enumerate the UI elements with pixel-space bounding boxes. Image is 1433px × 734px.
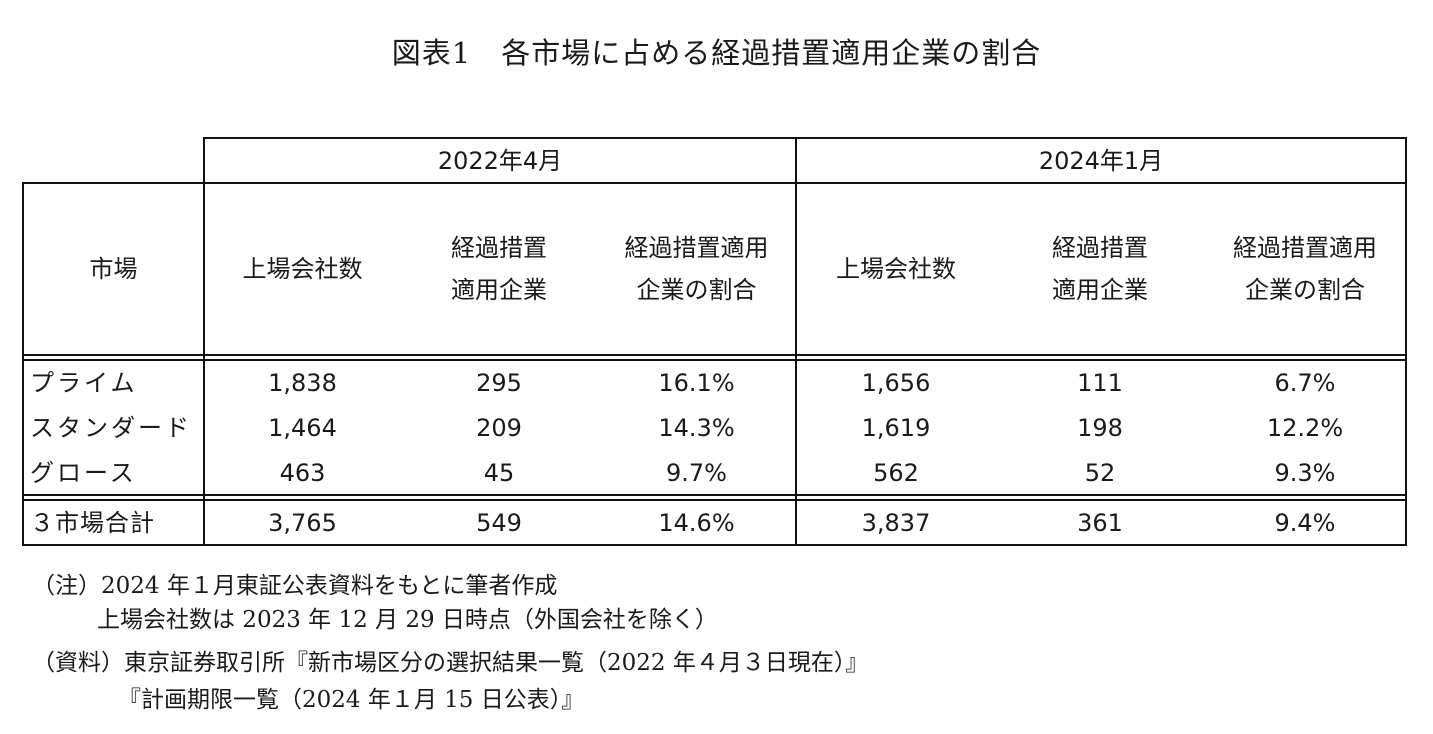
value-cell-transitional-2022: 295	[476, 369, 522, 397]
table-border-header-2	[22, 359, 1407, 361]
source-1: （資料）東京証券取引所『新市場区分の選択結果一覧（2022 年４月３日現在）』	[32, 650, 869, 676]
header-market: 市場	[89, 255, 138, 283]
figure-title: 図表1 各市場に占める経過措置適用企業の割合	[391, 36, 1042, 70]
note-2: 上場会社数は 2023 年 12 月 29 日時点（外国会社を除く）	[97, 607, 718, 633]
value-cell-ratio-2024: 12.2%	[1266, 414, 1344, 442]
table-border-period	[22, 182, 1407, 184]
value-cell-transitional-2024: 111	[1077, 369, 1123, 397]
market-cell: プライム	[30, 369, 138, 397]
value-cell-listed-2024: 1,656	[861, 369, 931, 397]
value-cell-listed-2024: 1,619	[861, 414, 931, 442]
table-border-right	[1405, 137, 1407, 546]
value-cell-ratio-2024: 9.3%	[1274, 459, 1336, 487]
note-1: （注）2024 年１月東証公表資料をもとに筆者作成	[32, 573, 558, 599]
value-cell-listed-2022: 1,464	[268, 414, 337, 442]
value-cell-transitional-2024: 198	[1077, 414, 1123, 442]
value-cell-ratio-2022: 16.1%	[658, 369, 735, 397]
period-header-2024: 2024年1月	[1038, 146, 1164, 175]
value-cell-transitional-2024: 52	[1084, 459, 1116, 487]
value-cell-listed-2022: 463	[279, 459, 326, 487]
header-line: 経過措置	[1052, 234, 1148, 262]
period-header-2022: 2022年4月	[437, 146, 563, 175]
header-listed-2022: 上場会社数	[242, 255, 363, 283]
header-transitional-2022: 経過措置 適用企業	[400, 184, 598, 354]
header-ratio-2024: 経過措置適用 企業の割合	[1205, 184, 1405, 354]
value-cell-transitional-2022: 209	[476, 414, 522, 442]
value-cell-ratio-2024: 6.7%	[1274, 369, 1336, 397]
value-cell-listed-2024: 562	[873, 459, 919, 487]
market-cell: スタンダード	[30, 414, 192, 442]
table-border-market	[203, 137, 205, 546]
value-cell-transitional-2022: 45	[483, 459, 515, 487]
header-listed-2024: 上場会社数	[836, 255, 956, 283]
value-cell-transitional-2022: 549	[476, 508, 522, 537]
source-2: 『計画期限一覧（2024 年１月 15 日公表）』	[118, 687, 585, 713]
value-cell-transitional-2024: 361	[1077, 508, 1123, 537]
table-border-bottom	[22, 544, 1407, 546]
market-cell: グロース	[30, 459, 137, 487]
table-border-period-split	[795, 137, 797, 546]
header-line: 経過措置適用	[624, 234, 769, 262]
header-line: 企業の割合	[1245, 276, 1365, 304]
table-border-left	[22, 182, 24, 546]
value-cell-ratio-2022: 14.6%	[658, 508, 735, 537]
header-line: 適用企業	[451, 276, 547, 304]
header-line: 経過措置適用	[1233, 234, 1377, 262]
header-line: 適用企業	[1052, 276, 1148, 304]
table-border-total-1	[22, 494, 1407, 496]
table-border-total-2	[22, 499, 1407, 501]
value-cell-listed-2024: 3,837	[861, 508, 931, 537]
header-line: 経過措置	[451, 234, 547, 262]
value-cell-listed-2022: 3,765	[268, 508, 337, 537]
header-line: 企業の割合	[636, 276, 757, 304]
value-cell-ratio-2024: 9.4%	[1274, 508, 1336, 537]
header-transitional-2024: 経過措置 適用企業	[995, 184, 1205, 354]
table-border-header-1	[22, 354, 1407, 356]
header-ratio-2022: 経過措置適用 企業の割合	[598, 184, 795, 354]
value-cell-listed-2022: 1,838	[268, 369, 337, 397]
value-cell-ratio-2022: 14.3%	[658, 414, 735, 442]
table-border-top	[203, 137, 1407, 139]
value-cell-ratio-2022: 9.7%	[666, 459, 727, 487]
market-cell: ３市場合計	[30, 508, 155, 537]
